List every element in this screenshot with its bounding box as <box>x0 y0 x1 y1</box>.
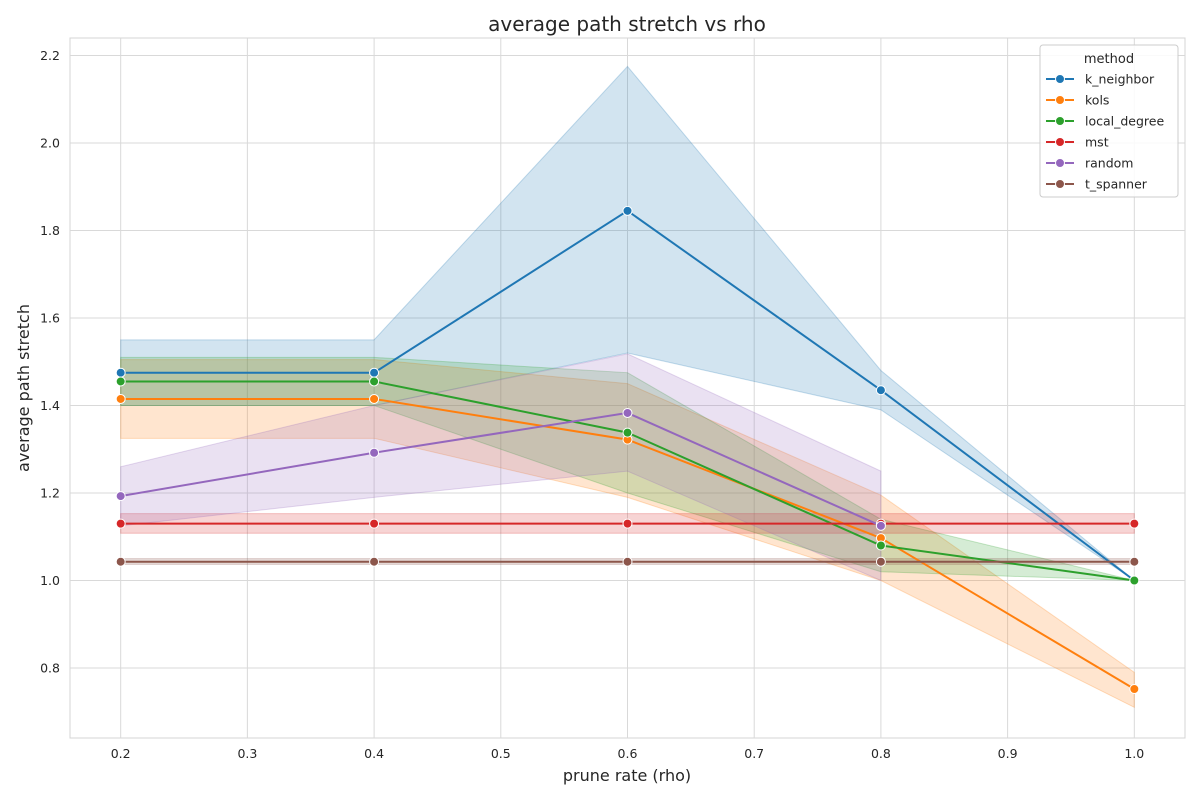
data-point-kols <box>115 393 126 404</box>
data-point-t_spanner <box>622 556 633 567</box>
legend-marker-local_degree <box>1055 116 1065 126</box>
legend-marker-random <box>1055 158 1065 168</box>
legend-marker-t_spanner <box>1055 179 1065 189</box>
legend-label: kols <box>1085 93 1109 108</box>
x-tick-label: 0.6 <box>618 746 638 761</box>
data-point-k_neighbor <box>369 367 380 378</box>
data-point-layer <box>115 205 1140 694</box>
data-point-mst <box>622 518 633 529</box>
y-tick-label: 1.2 <box>40 486 60 501</box>
data-point-random <box>115 491 126 502</box>
data-point-local_degree <box>369 376 380 387</box>
legend-entry: kols <box>1046 93 1109 108</box>
data-point-kols <box>1129 684 1140 694</box>
x-tick-label: 0.8 <box>871 746 891 761</box>
legend-label: t_spanner <box>1085 177 1148 192</box>
y-tick-label: 0.8 <box>40 661 60 676</box>
x-tick-label: 1.0 <box>1124 746 1144 761</box>
tick-label-layer: 0.2 0.3 0.4 0.5 0.6 0.7 0.8 0.9 1.0 0.8 1.0 1.2 1.4 1… <box>40 48 1144 761</box>
data-point-mst <box>369 518 380 529</box>
legend-label: k_neighbor <box>1085 72 1155 87</box>
data-point-k_neighbor <box>875 385 886 396</box>
legend-label: local_degree <box>1085 114 1164 129</box>
legend-title: method <box>1084 52 1134 67</box>
data-point-kols <box>369 393 380 404</box>
x-tick-label: 0.3 <box>237 746 257 761</box>
data-point-k_neighbor <box>622 205 633 216</box>
y-tick-label: 1.6 <box>40 311 60 326</box>
series-line-random <box>120 411 882 527</box>
legend-entry: k_neighbor <box>1046 72 1155 87</box>
data-point-random <box>875 520 886 531</box>
legend-entry: t_spanner <box>1046 177 1148 192</box>
legend-marker-kols <box>1055 95 1065 105</box>
y-tick-label: 2.2 <box>40 48 60 63</box>
x-tick-label: 0.5 <box>491 746 511 761</box>
data-point-random <box>369 447 380 458</box>
x-tick-label: 0.4 <box>364 746 384 761</box>
legend-frame <box>1039 44 1179 198</box>
data-point-local_degree <box>875 540 886 551</box>
legend-label: mst <box>1085 135 1109 150</box>
data-point-t_spanner <box>875 556 886 567</box>
data-point-t_spanner <box>1129 556 1140 567</box>
data-point-k_neighbor <box>115 367 126 378</box>
legend-marker-mst <box>1055 137 1065 147</box>
data-point-local_degree <box>115 376 126 387</box>
x-tick-label: 0.7 <box>744 746 764 761</box>
legend-entry: mst <box>1046 135 1109 150</box>
x-axis-label: prune rate (rho) <box>563 766 691 785</box>
confidence-band-k_neighbor <box>120 65 1135 581</box>
data-point-mst <box>1129 518 1140 529</box>
legend-label: random <box>1085 156 1133 171</box>
legend-marker-k_neighbor <box>1055 74 1065 84</box>
data-point-t_spanner <box>369 556 380 567</box>
chart-title: average path stretch vs rho <box>488 12 766 36</box>
legend-entry: random <box>1046 156 1133 171</box>
y-axis-label: average path stretch <box>14 304 33 472</box>
data-point-t_spanner <box>115 556 126 567</box>
confidence-band-random <box>120 353 882 582</box>
data-point-random <box>622 407 633 418</box>
x-tick-label: 0.9 <box>998 746 1018 761</box>
data-point-mst <box>115 518 126 529</box>
y-tick-label: 1.8 <box>40 223 60 238</box>
data-point-local_degree <box>622 427 633 438</box>
y-tick-label: 1.0 <box>40 573 60 588</box>
y-tick-label: 1.4 <box>40 398 60 413</box>
x-tick-label: 0.2 <box>111 746 131 761</box>
y-tick-label: 2.0 <box>40 136 60 151</box>
legend-entry: local_degree <box>1046 114 1164 129</box>
data-point-local_degree <box>1129 575 1140 586</box>
